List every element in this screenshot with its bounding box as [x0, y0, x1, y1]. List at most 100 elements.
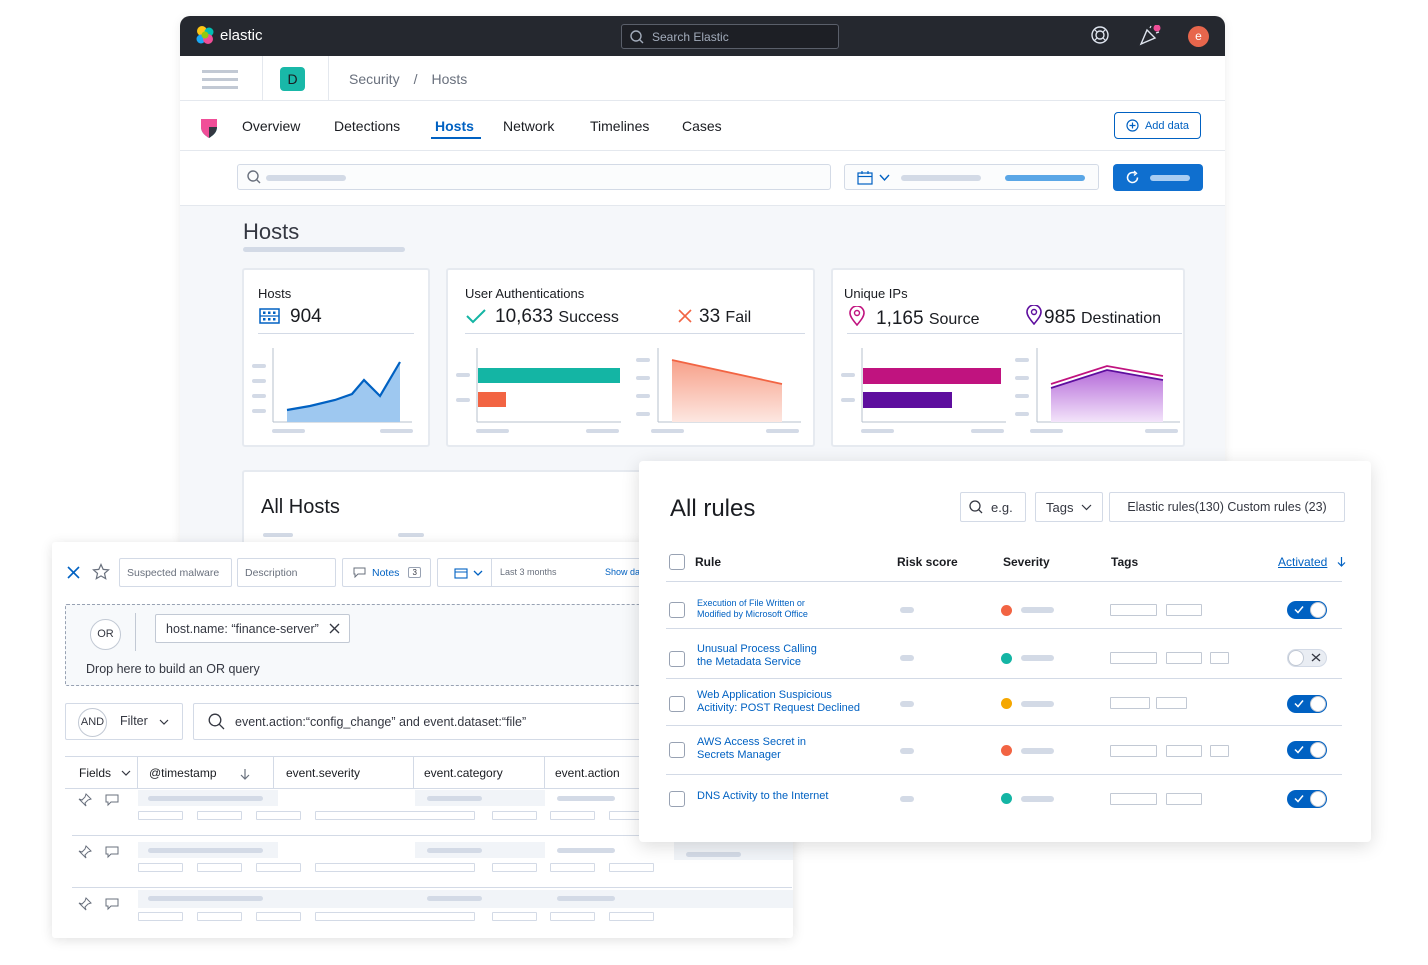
ips-source-count: 1,165 Source [876, 308, 980, 330]
row-checkbox[interactable] [669, 651, 685, 667]
column-activated[interactable]: Activated [1278, 555, 1328, 569]
notes-button[interactable]: Notes 3 [342, 558, 431, 587]
add-data-button[interactable]: Add data [1114, 112, 1201, 139]
cell-placeholder [550, 811, 595, 820]
rule-name-link[interactable]: AWS Access Secret in Secrets Manager [697, 736, 806, 762]
auth-stat-title: User Authentications [465, 286, 585, 301]
severity-placeholder [1021, 607, 1054, 613]
tag-placeholder [1110, 652, 1157, 664]
select-all-checkbox[interactable] [669, 554, 685, 570]
show-dates-link[interactable]: Show da [605, 567, 641, 577]
tag-placeholder [1166, 793, 1202, 805]
tab-network[interactable]: Network [503, 118, 555, 134]
column-severity[interactable]: Severity [1003, 555, 1050, 569]
timeline-title-input[interactable]: Suspected malware [119, 558, 232, 587]
rule-name-line1: DNS Activity to the Internet [697, 790, 829, 802]
pin-icon[interactable] [78, 793, 92, 807]
all-hosts-panel: All Hosts [242, 470, 712, 556]
date-range-label: Last 3 months [500, 567, 557, 577]
check-icon [1294, 700, 1304, 708]
comment-icon[interactable] [105, 794, 119, 807]
table-row[interactable] [72, 790, 792, 840]
map-pin-icon [849, 306, 865, 326]
rule-name-link[interactable]: DNS Activity to the Internet [697, 790, 828, 803]
column-event-action[interactable]: event.action [555, 766, 620, 780]
help-icon[interactable] [1090, 25, 1110, 45]
elastic-logo[interactable]: elastic [194, 24, 263, 46]
tab-cases[interactable]: Cases [682, 118, 722, 134]
row-checkbox[interactable] [669, 742, 685, 758]
host-pill-label: host.name: “finance-server” [166, 621, 319, 636]
rule-name-link[interactable]: Unusual Process Calling the Metadata Serv… [697, 643, 817, 669]
menu-icon[interactable] [202, 69, 240, 91]
column-event-category[interactable]: event.category [424, 766, 503, 780]
close-icon[interactable] [329, 623, 340, 634]
elastic-logo-icon [196, 26, 214, 44]
rule-activated-toggle[interactable] [1287, 741, 1327, 759]
column-risk-score[interactable]: Risk score [897, 555, 958, 569]
refresh-button[interactable] [1113, 164, 1203, 191]
comment-icon[interactable] [105, 846, 119, 859]
tab-overview[interactable]: Overview [242, 118, 301, 134]
ips-dest-label: Destination [1080, 310, 1162, 327]
host-name-filter-pill[interactable]: host.name: “finance-server” [155, 614, 350, 643]
row-checkbox[interactable] [669, 791, 685, 807]
rule-name-link[interactable]: Execution of File Written or Modified by … [697, 598, 808, 620]
severity-indicator [1001, 605, 1012, 616]
or-query-drop-zone[interactable]: OR host.name: “finance-server” Drop here… [65, 604, 793, 686]
tag-placeholder [1110, 697, 1150, 709]
auth-fail-value: 33 [699, 306, 721, 327]
rule-row[interactable]: AWS Access Secret in Secrets Manager [666, 725, 1342, 772]
rule-activated-toggle[interactable] [1287, 790, 1327, 808]
rule-row[interactable]: Execution of File Written or Modified by … [666, 581, 1342, 628]
star-icon[interactable] [92, 563, 110, 581]
rule-name-line2: Modified by Microsoft Office [697, 609, 808, 619]
row-checkbox[interactable] [669, 602, 685, 618]
breadcrumb: Security / Hosts [349, 71, 467, 87]
user-avatar[interactable]: e [1188, 26, 1209, 47]
rule-row[interactable]: Unusual Process Calling the Metadata Serv… [666, 628, 1342, 675]
rule-activated-toggle[interactable] [1287, 649, 1327, 667]
close-icon[interactable] [67, 566, 80, 579]
kql-search-input[interactable] [237, 164, 831, 190]
rule-activated-toggle[interactable] [1287, 695, 1327, 713]
rule-source-filter[interactable]: Elastic rules(130) Custom rules (23) [1109, 492, 1345, 522]
column-event-severity[interactable]: event.severity [286, 766, 361, 780]
cell-placeholder [686, 852, 741, 857]
rule-row[interactable]: Web Application Suspicious Acitivity: POS… [666, 678, 1342, 725]
date-picker[interactable] [844, 164, 1099, 190]
fields-button[interactable]: Fields [65, 757, 138, 789]
tab-timelines[interactable]: Timelines [590, 118, 650, 134]
rule-row[interactable]: DNS Activity to the Internet [666, 774, 1342, 821]
tag-placeholder [1110, 745, 1157, 757]
news-feed-icon[interactable] [1138, 25, 1162, 47]
cell-placeholder [197, 811, 242, 820]
space-avatar[interactable]: D [280, 67, 305, 91]
toggle-knob [1288, 650, 1304, 666]
table-row[interactable] [72, 890, 793, 938]
global-search-input[interactable]: Search Elastic [621, 24, 839, 49]
sort-descending-icon[interactable] [240, 768, 250, 780]
ips-bar-chart [841, 348, 1006, 433]
rules-search-input[interactable]: e.g. [960, 492, 1026, 522]
pin-icon[interactable] [78, 845, 92, 859]
auth-bar-chart [456, 348, 621, 433]
breadcrumb-security[interactable]: Security [349, 71, 400, 87]
timeline-description-input[interactable]: Description [237, 558, 336, 587]
tags-filter-button[interactable]: Tags [1035, 492, 1103, 522]
sort-descending-icon[interactable] [1337, 556, 1346, 567]
column-timestamp[interactable]: @timestamp [149, 766, 217, 780]
divider [328, 56, 329, 101]
pin-icon[interactable] [78, 897, 92, 911]
tag-placeholder [1166, 604, 1202, 616]
table-row[interactable] [72, 842, 793, 892]
tab-detections[interactable]: Detections [334, 118, 401, 134]
comment-icon[interactable] [105, 898, 119, 911]
rule-name-link[interactable]: Web Application Suspicious Acitivity: POS… [697, 689, 860, 715]
and-filter-button[interactable]: AND Filter [65, 703, 183, 740]
row-checkbox[interactable] [669, 696, 685, 712]
rule-activated-toggle[interactable] [1287, 601, 1327, 619]
column-rule[interactable]: Rule [695, 555, 722, 569]
tab-hosts[interactable]: Hosts [435, 118, 474, 134]
auth-fail-count: 33 Fail [699, 306, 751, 328]
